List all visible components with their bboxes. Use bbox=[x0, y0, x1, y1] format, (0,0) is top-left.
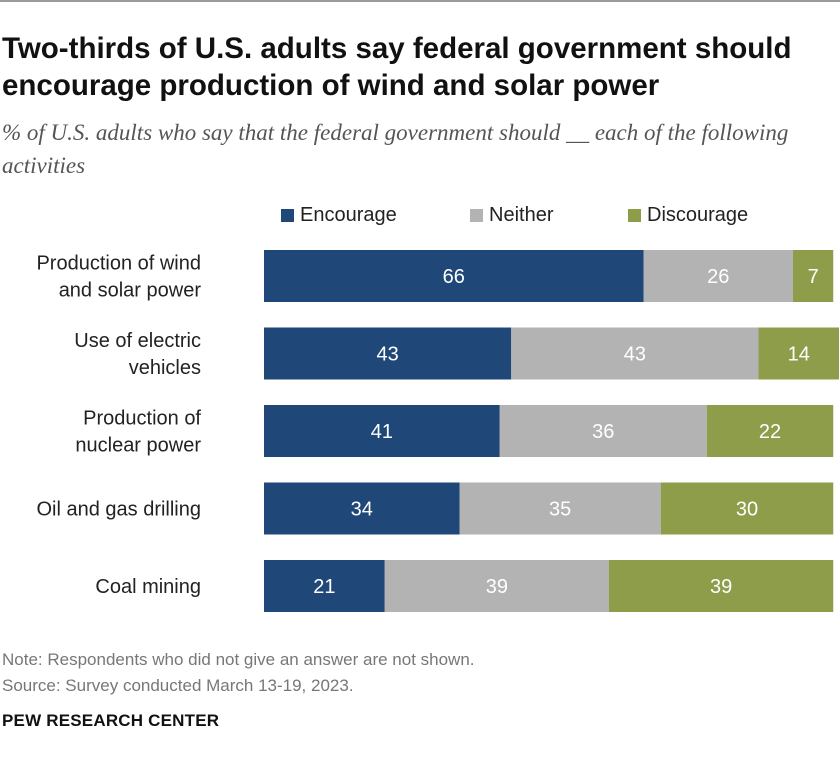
bar-encourage-production-of-wind-and-solar-power bbox=[264, 250, 644, 302]
brand-wordmark: PEW RESEARCH CENTER bbox=[2, 711, 220, 730]
value-label-discourage-use-of-electric-vehicles: 14 bbox=[788, 344, 810, 366]
bar-neither-production-of-nuclear-power bbox=[499, 405, 707, 457]
legend-item-neither: Neither bbox=[470, 204, 553, 227]
bar-discourage-oil-and-gas-drilling bbox=[660, 482, 834, 535]
bar-encourage-production-of-nuclear-power bbox=[264, 405, 500, 457]
value-label-neither-production-of-wind-and-solar-power: 26 bbox=[707, 266, 729, 288]
bar-neither-coal-mining bbox=[384, 560, 609, 612]
bar-encourage-oil-and-gas-drilling bbox=[264, 482, 460, 535]
top-rule bbox=[0, 0, 840, 2]
legend-label-discourage: Discourage bbox=[647, 204, 749, 226]
value-label-encourage-oil-and-gas-drilling: 34 bbox=[351, 499, 373, 521]
stacked-bar-chart: Production of wind and solar power 66 26 7 Us… bbox=[36, 250, 839, 612]
value-label-neither-use-of-electric-vehicles: 43 bbox=[624, 344, 646, 366]
bar-discourage-coal-mining bbox=[609, 560, 834, 612]
bar-neither-use-of-electric-vehicles bbox=[511, 327, 759, 380]
chart-subtitle: % of U.S. adults who say that the federa… bbox=[2, 120, 789, 178]
category-label-production-of-wind-and-solar-power: Production of wind and solar power bbox=[36, 253, 201, 302]
category-label-production-of-nuclear-power: Production of nuclear power bbox=[75, 408, 201, 457]
value-label-discourage-oil-and-gas-drilling: 30 bbox=[736, 499, 758, 521]
bar-discourage-production-of-wind-and-solar-power bbox=[793, 250, 834, 302]
bar-neither-production-of-wind-and-solar-power bbox=[643, 250, 793, 302]
value-label-encourage-production-of-wind-and-solar-power: 66 bbox=[443, 266, 465, 288]
bar-discourage-production-of-nuclear-power bbox=[706, 405, 834, 457]
legend-label-neither: Neither bbox=[489, 204, 554, 226]
bar-encourage-coal-mining bbox=[264, 560, 385, 612]
value-label-neither-production-of-nuclear-power: 36 bbox=[592, 421, 614, 443]
chart-source: Source: Survey conducted March 13-19, 20… bbox=[2, 676, 354, 695]
value-label-encourage-coal-mining: 21 bbox=[313, 576, 335, 598]
bar-neither-oil-and-gas-drilling bbox=[459, 482, 661, 535]
legend-label-encourage: Encourage bbox=[300, 204, 397, 226]
legend-swatch-encourage bbox=[281, 209, 294, 222]
bar-discourage-use-of-electric-vehicles bbox=[758, 327, 839, 380]
bar-encourage-use-of-electric-vehicles bbox=[264, 327, 512, 380]
value-label-neither-oil-and-gas-drilling: 35 bbox=[549, 499, 571, 521]
category-label-use-of-electric-vehicles: Use of electric vehicles bbox=[74, 330, 201, 379]
value-label-discourage-coal-mining: 39 bbox=[710, 576, 732, 598]
legend-swatch-discourage bbox=[628, 209, 641, 222]
legend-swatch-neither bbox=[470, 209, 483, 222]
legend-item-encourage: Encourage bbox=[281, 204, 397, 227]
value-label-encourage-production-of-nuclear-power: 41 bbox=[371, 421, 393, 443]
value-label-discourage-production-of-wind-and-solar-power: 7 bbox=[808, 266, 819, 288]
value-label-neither-coal-mining: 39 bbox=[486, 576, 508, 598]
category-label-coal-mining: Coal mining bbox=[95, 576, 201, 598]
value-label-discourage-production-of-nuclear-power: 22 bbox=[759, 421, 781, 443]
legend: Encourage Neither Discourage bbox=[0, 204, 840, 226]
chart-note: Note: Respondents who did not give an an… bbox=[2, 650, 475, 669]
chart-title: Two-thirds of U.S. adults say federal go… bbox=[2, 32, 792, 102]
value-label-encourage-use-of-electric-vehicles: 43 bbox=[377, 344, 399, 366]
legend-item-discourage: Discourage bbox=[628, 204, 748, 227]
category-label-oil-and-gas-drilling: Oil and gas drilling bbox=[36, 499, 201, 521]
